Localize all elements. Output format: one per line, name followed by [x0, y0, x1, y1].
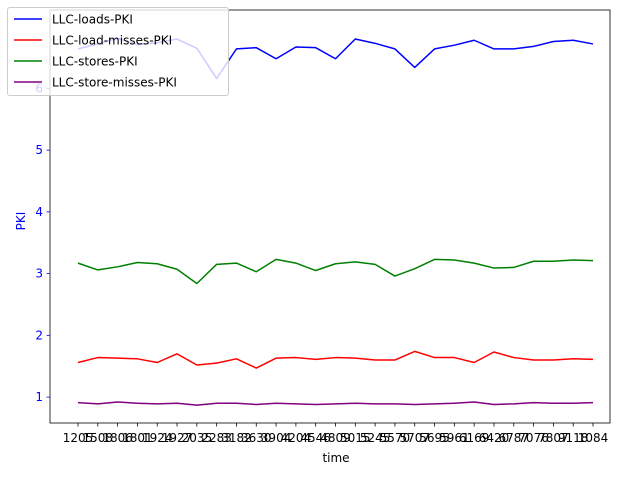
x-tick-label: 5961 — [439, 431, 470, 445]
x-tick-label: 1927 — [162, 431, 193, 445]
y-tick-label: 2 — [35, 328, 43, 342]
x-tick-label: 6169 — [459, 431, 490, 445]
x-tick-label: 2035 — [182, 431, 213, 445]
series-line-llc-load-misses-pki — [77, 350, 594, 369]
legend-box — [7, 7, 229, 96]
x-tick-label: 2283 — [201, 431, 232, 445]
y-tick-label: 1 — [35, 390, 43, 404]
x-axis-label: time — [322, 451, 349, 465]
plot-frame — [49, 9, 611, 424]
x-tick-label: 1084 — [578, 431, 609, 445]
x-tick-label: 5695 — [419, 431, 450, 445]
x-tick-label: 3904 — [261, 431, 292, 445]
legend: LLC-loads-PKI LLC-load-misses-PKI LLC-stor… — [7, 7, 229, 96]
axes: 1234561205150818061801192419272035228331… — [35, 9, 611, 445]
x-tick-label: 5015 — [340, 431, 371, 445]
y-axis-label: PKI — [14, 212, 28, 231]
x-tick-label: 3182 — [221, 431, 252, 445]
legend-entry: LLC-store-misses-PKI — [52, 76, 177, 90]
y-tick-label: 5 — [35, 143, 43, 157]
legend-entry: LLC-loads-PKI — [52, 13, 133, 27]
legend-entry: LLC-stores-PKI — [52, 55, 138, 69]
x-tick-label: 1205 — [63, 431, 94, 445]
x-tick-label: 5570 — [380, 431, 411, 445]
x-tick-label: 1801 — [122, 431, 153, 445]
x-tick-label: 5707 — [399, 431, 430, 445]
x-tick-label: 4546 — [300, 431, 331, 445]
x-tick-label: 1924 — [142, 431, 173, 445]
x-tick-label: 7807 — [538, 431, 569, 445]
x-tick-label: 3630 — [241, 431, 272, 445]
x-tick-label: 9118 — [558, 431, 589, 445]
x-tick-label: 7076 — [518, 431, 549, 445]
x-tick-label: 5245 — [360, 431, 391, 445]
x-tick-label: 1806 — [102, 431, 133, 445]
x-tick-label: 6787 — [498, 431, 529, 445]
y-tick-label: 4 — [35, 205, 43, 219]
series-line-llc-stores-pki — [77, 258, 594, 285]
x-tick-label: 6420 — [479, 431, 510, 445]
x-tick-label: 4809 — [320, 431, 351, 445]
x-tick-label: 1508 — [83, 431, 114, 445]
series-line-llc-store-misses-pki — [77, 401, 594, 406]
x-tick-label: 4204 — [281, 431, 312, 445]
legend-entry: LLC-load-misses-PKI — [52, 34, 172, 48]
y-tick-label: 3 — [35, 267, 43, 281]
